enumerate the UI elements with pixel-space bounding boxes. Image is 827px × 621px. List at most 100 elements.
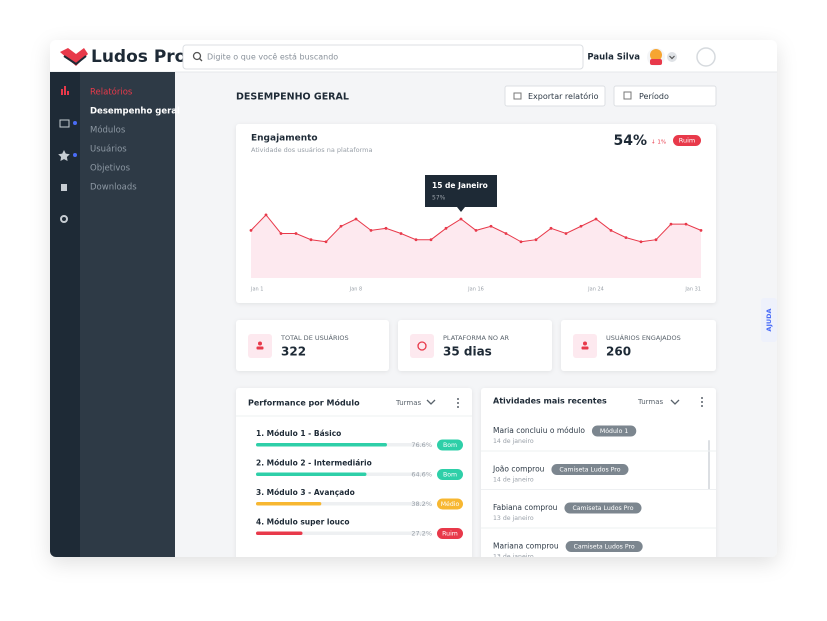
scrollbar [708, 440, 710, 490]
modules-title: Performance por Módulo [248, 398, 360, 408]
status-label: Bom [443, 442, 457, 449]
activity-tag: Camiseta Ludos Pro [572, 505, 633, 512]
icon-rail [50, 72, 80, 557]
stat-value: 260 [606, 345, 631, 359]
stat-label: USUÁRIOS ENGAJADOS [606, 333, 681, 342]
module-percent: 64.6% [411, 471, 432, 479]
logo [60, 48, 88, 66]
progress-bar [256, 531, 303, 535]
tooltip-value: 57% [432, 195, 446, 202]
page-title: DESEMPENHO GERAL [236, 92, 349, 103]
stat-card [561, 320, 716, 371]
engagement-title: Engajamento [251, 134, 318, 144]
stat-icon-glyph [256, 346, 264, 350]
activity-tag-pill[interactable] [551, 464, 629, 475]
point [654, 238, 658, 242]
activities-filter[interactable]: Turmas [637, 398, 664, 406]
stat-icon [410, 334, 434, 358]
status-badge [437, 439, 463, 451]
nav-item[interactable]: Downloads [90, 183, 137, 193]
status-label: Bom [443, 472, 457, 479]
stat-label: TOTAL DE USUÁRIOS [280, 333, 349, 342]
engagement-change: ↓ 1% [651, 139, 666, 146]
nav-item[interactable]: Desempenho geral [90, 107, 180, 117]
search-box[interactable] [182, 44, 584, 70]
stat-icon [573, 334, 597, 358]
nav-panel [80, 72, 175, 557]
nav-item[interactable]: Objetivos [90, 164, 131, 174]
activity-tag-pill[interactable] [591, 425, 637, 437]
point [369, 228, 373, 232]
x-tick-label: Jan 31 [684, 287, 701, 293]
point [309, 238, 313, 242]
point [489, 224, 493, 228]
module-name: 1. Módulo 1 - Básico [256, 429, 341, 438]
point [684, 222, 688, 226]
area-fill [251, 214, 701, 278]
module-name: 3. Módulo 3 - Avançado [256, 488, 355, 497]
tooltip-title: 15 de Janeiro [432, 181, 488, 190]
point [264, 213, 268, 217]
status-badge [437, 469, 463, 480]
x-tick-label: Jan 24 [587, 287, 604, 293]
module-name: 4. Módulo super louco [256, 518, 350, 527]
activity-text: João comprou [492, 465, 545, 474]
activity-tag: Módulo 1 [600, 427, 628, 435]
engagement-status: Ruim [679, 137, 695, 145]
stat-value: 35 dias [443, 345, 492, 359]
progress-bar [256, 472, 367, 476]
activity-tag-pill[interactable] [564, 502, 642, 514]
point [504, 232, 508, 235]
stat-icon [248, 334, 272, 358]
export-button[interactable] [504, 85, 606, 107]
nav-section[interactable]: Relatórios [90, 87, 133, 98]
activity-date: 13 de janeiro [493, 515, 534, 522]
nav-item[interactable]: Usuários [90, 145, 127, 155]
stat-label: PLATAFORMA NO AR [443, 334, 510, 342]
x-tick-label: Jan 16 [467, 287, 484, 293]
stat-icon-glyph [258, 341, 262, 346]
engagement-value: 54% [613, 133, 647, 149]
user-name[interactable]: Paula Silva [587, 53, 640, 63]
activity-tag: Camiseta Ludos Pro [574, 544, 635, 551]
stat-value: 322 [281, 345, 306, 359]
activity-text: Maria concluiu o módulo [493, 426, 585, 435]
notifications[interactable] [696, 47, 716, 67]
activity-date: 13 de janeiro [493, 554, 534, 561]
stat-icon-glyph [417, 341, 427, 351]
stat-icon-glyph [581, 346, 589, 350]
period-label: Período [639, 92, 669, 101]
point [699, 228, 703, 232]
stat-card [236, 320, 389, 371]
module-percent: 76.6% [411, 441, 432, 449]
module-percent: 38.2% [411, 500, 432, 508]
point [294, 232, 298, 235]
modules-filter[interactable]: Turmas [395, 399, 422, 407]
point [579, 224, 583, 228]
avatar[interactable] [647, 48, 677, 66]
engagement-status-badge [673, 135, 701, 146]
point [279, 232, 283, 235]
point [399, 232, 403, 235]
activity-date: 14 de janeiro [493, 438, 534, 445]
point [384, 226, 388, 230]
activities-title: Atividades mais recentes [493, 397, 607, 406]
point [594, 217, 598, 221]
status-badge [437, 498, 463, 510]
period-button[interactable] [613, 85, 717, 107]
help-label: AJUDA [765, 308, 773, 331]
point [339, 224, 343, 228]
x-tick-label: Jan 8 [349, 287, 362, 293]
point [249, 228, 253, 232]
point [444, 226, 448, 230]
help-tab[interactable] [761, 298, 777, 342]
engagement-subtitle: Atividade dos usuários na plataforma [251, 146, 372, 154]
point [549, 226, 553, 230]
nav-item[interactable]: Módulos [90, 125, 126, 136]
point [324, 240, 328, 244]
point [429, 238, 433, 242]
activity-tag-pill[interactable] [565, 541, 643, 552]
stat-card [398, 320, 552, 371]
